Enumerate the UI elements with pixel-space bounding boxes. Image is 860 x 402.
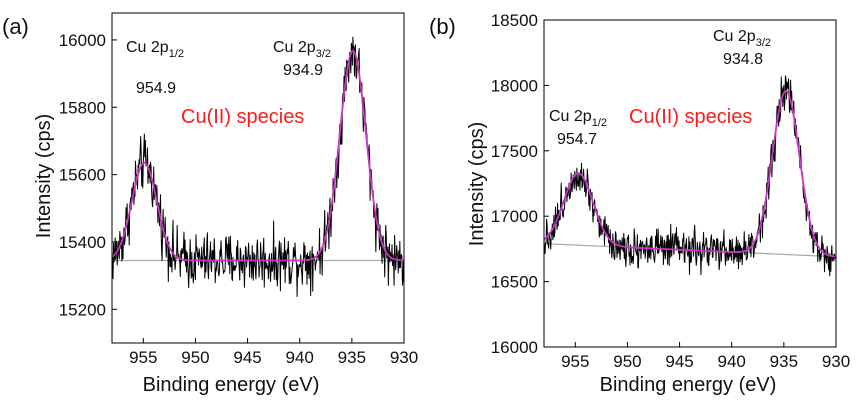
peak-energy-b-1: 954.7 [557,131,597,148]
x-tick-label: 945 [665,352,693,371]
y-tick-label: 16000 [491,338,538,357]
y-tick-label: 15200 [59,300,106,319]
peak-energy-b-2: 934.8 [723,51,763,68]
raw-data-line-b [543,75,837,277]
x-tick-label: 945 [233,348,261,367]
y-tick-label: 16000 [59,31,106,50]
x-axis-label-b: Binding energy (eV) [600,374,777,396]
peak-name-a-2: Cu 2p3/2 [273,39,331,60]
y-tick-label: 15800 [59,98,106,117]
plot-frame-a [111,12,405,344]
x-tick-label: 955 [129,348,157,367]
y-tick-label: 16500 [491,273,538,292]
x-tick-label: 940 [286,348,314,367]
peak-name-a-1: Cu 2p1/2 [126,39,184,60]
y-tick-label: 17500 [491,142,538,161]
species-annotation-b: Cu(II) species [629,106,752,128]
x-axis-ticks-b: 955 950 945 940 935 930 [561,342,850,371]
x-tick-label: 950 [181,348,209,367]
x-tick-label: 935 [338,348,366,367]
y-tick-label: 18500 [491,11,538,30]
peak-name-b-2: Cu 2p3/2 [713,28,771,49]
peak-energy-a-1: 954.9 [136,80,176,97]
x-tick-label: 950 [613,352,641,371]
y-tick-label: 18000 [491,76,538,95]
y-axis-ticks-a: 15200 15400 15600 15800 16000 [59,31,117,319]
y-axis-label-a: Intensity (cps) [33,114,55,238]
peak-energy-a-2: 934.9 [283,62,323,79]
y-tick-label: 15600 [59,166,106,185]
raw-data-line-a [111,36,405,298]
y-axis-label-b: Intensity (cps) [466,122,488,246]
x-axis-ticks-a: 955 950 945 940 935 930 [129,338,418,367]
x-tick-label: 930 [390,348,418,367]
species-annotation-a: Cu(II) species [181,106,304,128]
y-tick-label: 15400 [59,233,106,252]
panel-label-b: (b) [429,14,456,39]
fit-curve-a [111,50,405,262]
x-tick-label: 955 [561,352,589,371]
x-tick-label: 940 [718,352,746,371]
y-axis-ticks-b: 16000 16500 17000 17500 18000 18500 [491,11,549,357]
x-tick-label: 935 [770,352,798,371]
x-axis-label-a: Binding energy (eV) [143,374,320,396]
peak-name-b-1: Cu 2p1/2 [549,108,607,129]
plot-frame-b [543,19,837,348]
x-tick-label: 930 [822,352,850,371]
y-tick-label: 17000 [491,207,538,226]
panel-label-a: (a) [2,14,29,39]
fit-curve-b [543,90,837,258]
